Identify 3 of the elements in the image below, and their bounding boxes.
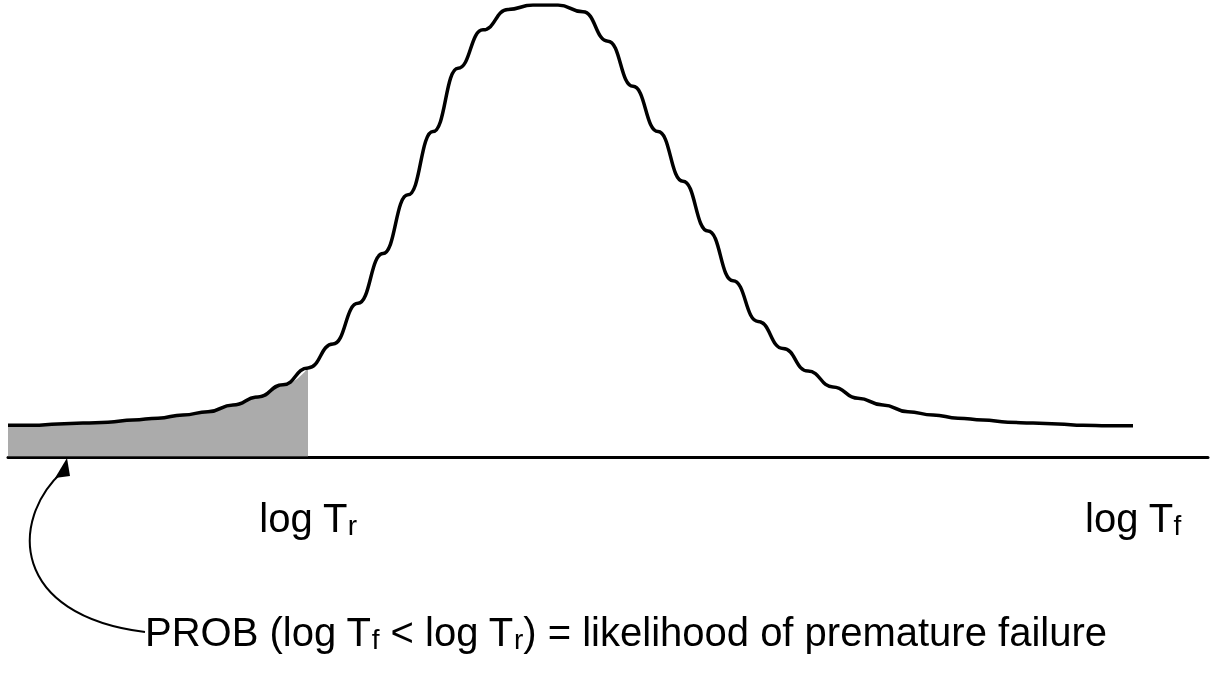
- x-tick-label: log Tr: [259, 496, 358, 541]
- x-tick-label: log Tf: [1085, 496, 1182, 541]
- text: PROB (log Tf < log Tr) = likelihood of premature failure: [145, 610, 1107, 655]
